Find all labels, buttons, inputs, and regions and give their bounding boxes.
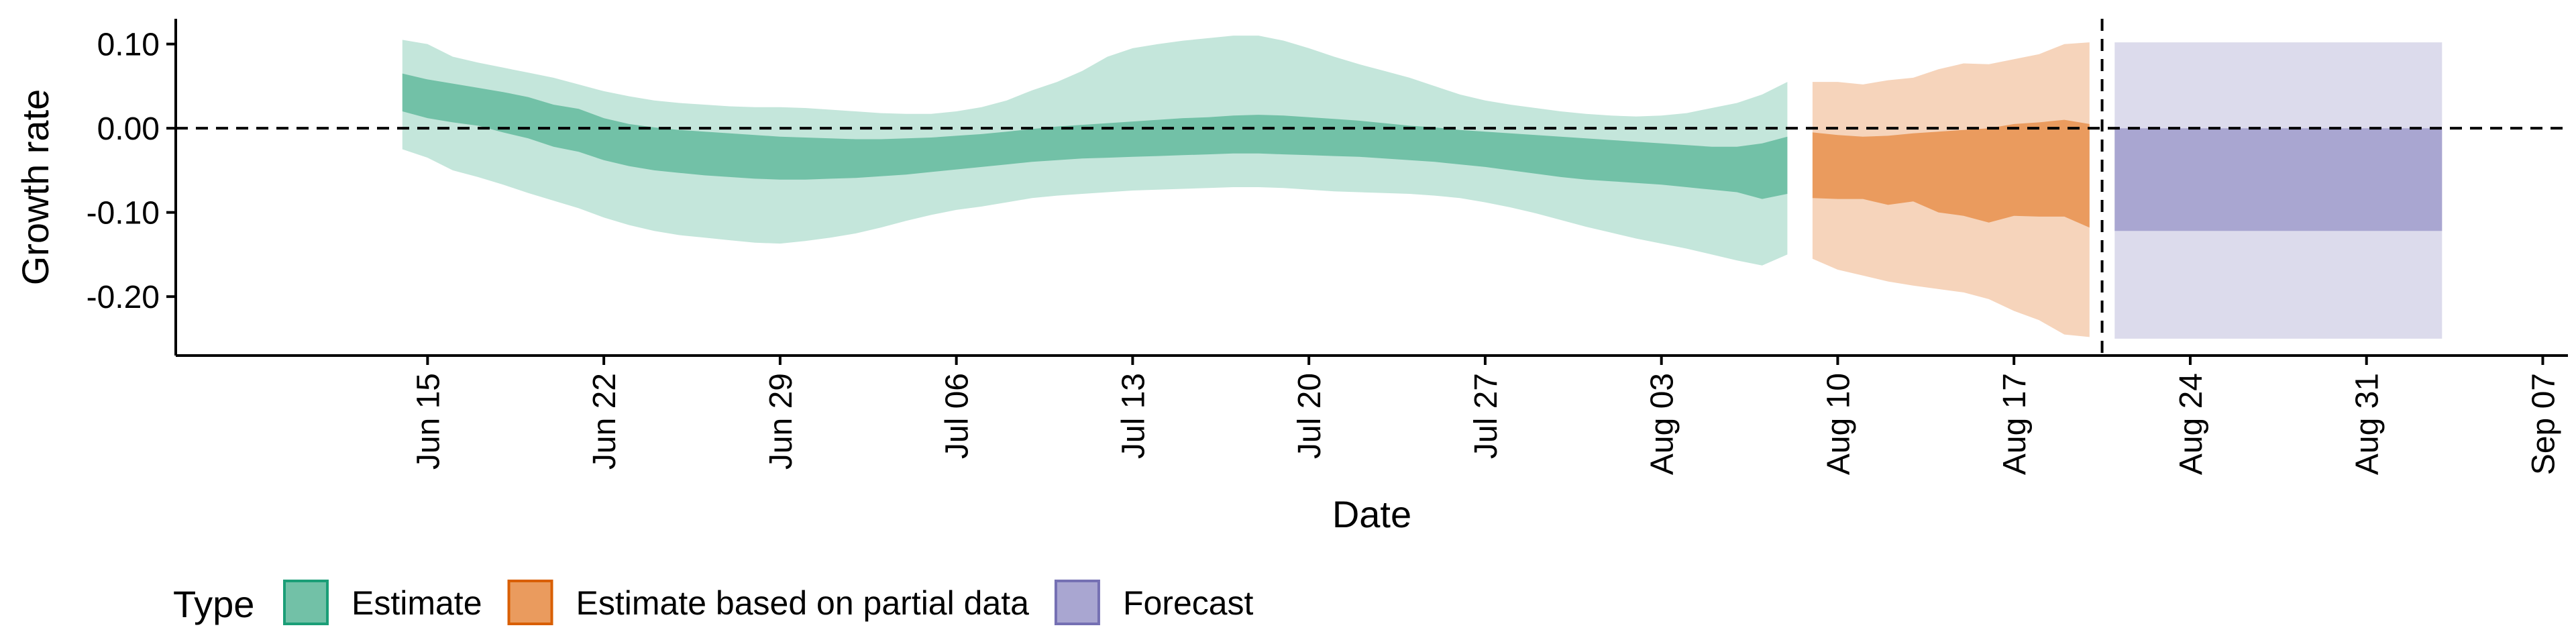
- x-tick-label: Jun 22: [587, 373, 623, 470]
- y-tick-label: 0.00: [97, 111, 160, 147]
- legend-label: Estimate: [352, 584, 482, 622]
- y-axis-ticks: 0.10 0.00 -0.10 -0.20: [87, 28, 176, 315]
- y-tick-label: 0.10: [97, 28, 160, 63]
- x-axis-title: Date: [1332, 493, 1411, 535]
- legend-swatch: [283, 580, 329, 625]
- y-axis-title: Growth rate: [14, 89, 56, 286]
- x-tick-label: Jun 15: [411, 373, 446, 470]
- legend-swatch: [507, 580, 553, 625]
- legend-swatch: [1054, 580, 1100, 625]
- x-tick-label: Jun 29: [763, 373, 799, 470]
- x-tick-label: Jul 27: [1468, 373, 1504, 459]
- y-tick-label: -0.10: [87, 196, 160, 231]
- x-tick-label: Aug 31: [2350, 373, 2385, 475]
- x-tick-label: Aug 03: [1645, 373, 1680, 475]
- legend-label: Estimate based on partial data: [576, 584, 1030, 622]
- x-tick-label: Aug 10: [1821, 373, 1856, 475]
- band-50-estimate: [402, 73, 1788, 199]
- band-50-forecast: [2114, 128, 2443, 231]
- legend-title: Type: [173, 583, 254, 625]
- x-axis-ticks: Jun 15 Jun 22 Jun 29 Jul 06 Jul 13 Jul 20 Jul …: [411, 356, 2561, 475]
- legend: Type Estimate Estimate based on partial d…: [173, 580, 1254, 625]
- x-tick-label: Jul 13: [1116, 373, 1151, 459]
- y-tick-label: -0.20: [87, 280, 160, 315]
- legend-label: Forecast: [1123, 584, 1254, 622]
- x-tick-label: Jul 20: [1292, 373, 1328, 459]
- legend-items: Estimate Estimate based on partial data Fo…: [283, 580, 1254, 625]
- x-tick-label: Jul 06: [940, 373, 975, 459]
- band-50-estimate-based-on-partial-data: [1812, 119, 2090, 228]
- x-tick-label: Aug 24: [2174, 373, 2209, 475]
- x-tick-label: Aug 17: [1997, 373, 2033, 475]
- interval-bands: [402, 36, 2443, 339]
- x-tick-label: Sep 07: [2526, 373, 2561, 475]
